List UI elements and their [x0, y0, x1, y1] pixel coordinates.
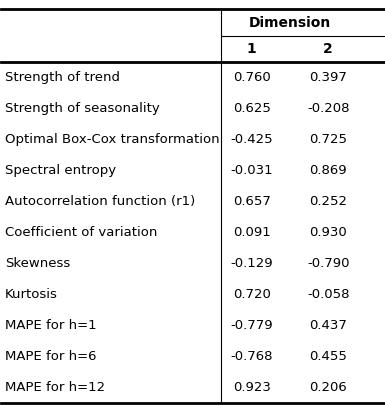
- Text: -0.129: -0.129: [231, 257, 273, 270]
- Text: Autocorrelation function (r1): Autocorrelation function (r1): [5, 195, 196, 208]
- Text: Strength of seasonality: Strength of seasonality: [5, 102, 160, 115]
- Text: MAPE for h=1: MAPE for h=1: [5, 319, 97, 332]
- Text: Strength of trend: Strength of trend: [5, 71, 120, 84]
- Text: 0.760: 0.760: [233, 71, 271, 84]
- Text: Coefficient of variation: Coefficient of variation: [5, 226, 157, 239]
- Text: Optimal Box-Cox transformation: Optimal Box-Cox transformation: [5, 133, 220, 146]
- Text: 0.923: 0.923: [233, 381, 271, 394]
- Text: Dimension: Dimension: [249, 16, 331, 30]
- Text: 0.930: 0.930: [309, 226, 347, 239]
- Text: -0.208: -0.208: [307, 102, 350, 115]
- Text: -0.790: -0.790: [307, 257, 350, 270]
- Text: -0.058: -0.058: [307, 288, 350, 301]
- Text: -0.425: -0.425: [231, 133, 273, 146]
- Text: 1: 1: [247, 42, 257, 56]
- Text: 0.091: 0.091: [233, 226, 271, 239]
- Text: 0.455: 0.455: [309, 350, 347, 363]
- Text: 0.625: 0.625: [233, 102, 271, 115]
- Text: Spectral entropy: Spectral entropy: [5, 164, 116, 177]
- Text: Kurtosis: Kurtosis: [5, 288, 58, 301]
- Text: 0.397: 0.397: [309, 71, 347, 84]
- Text: -0.031: -0.031: [231, 164, 273, 177]
- Text: 0.720: 0.720: [233, 288, 271, 301]
- Text: -0.768: -0.768: [231, 350, 273, 363]
- Text: 0.206: 0.206: [309, 381, 347, 394]
- Text: 0.657: 0.657: [233, 195, 271, 208]
- Text: 0.725: 0.725: [309, 133, 347, 146]
- Text: 2: 2: [323, 42, 333, 56]
- Text: MAPE for h=6: MAPE for h=6: [5, 350, 97, 363]
- Text: 0.869: 0.869: [310, 164, 347, 177]
- Text: MAPE for h=12: MAPE for h=12: [5, 381, 105, 394]
- Text: 0.252: 0.252: [309, 195, 347, 208]
- Text: Skewness: Skewness: [5, 257, 70, 270]
- Text: -0.779: -0.779: [231, 319, 273, 332]
- Text: 0.437: 0.437: [309, 319, 347, 332]
